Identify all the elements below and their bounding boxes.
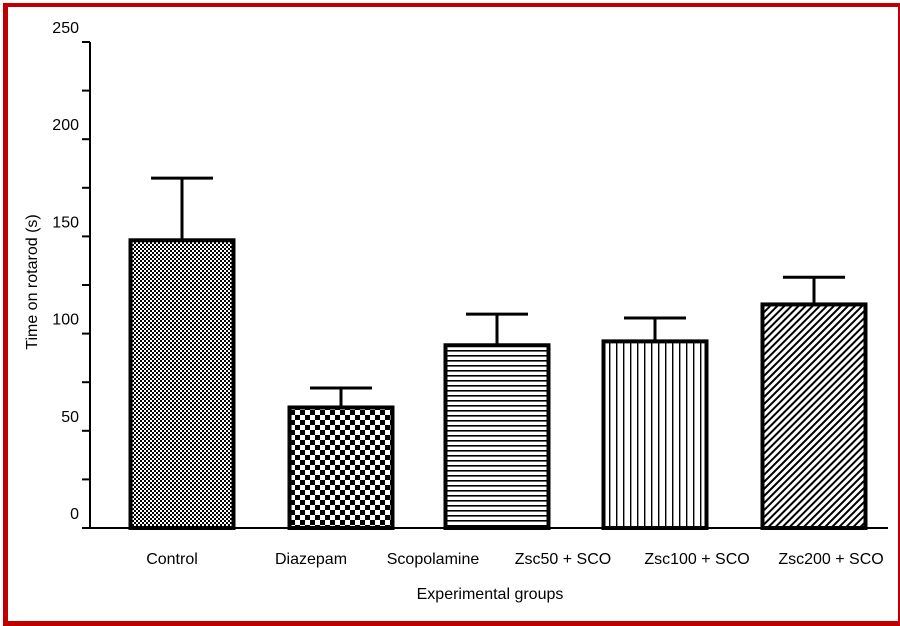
x-axis: Control Diazepam Scopolamine Zsc50 + SCO Zsc… — [90, 527, 888, 568]
y-tick-label: 0 — [70, 506, 79, 523]
x-tick-label: Zsc100 + SCO — [644, 551, 749, 568]
y-tick-label: 150 — [52, 214, 79, 231]
y-tick-label: 250 — [52, 20, 79, 37]
x-tick-label: Zsc50 + SCO — [515, 551, 611, 568]
bar — [443, 343, 551, 530]
bar — [760, 302, 868, 530]
y-tick-label: 200 — [52, 117, 79, 134]
bars — [128, 176, 868, 530]
bar — [128, 238, 236, 530]
y-tick-label: 100 — [52, 312, 79, 329]
x-tick-label: Zsc200 + SCO — [778, 551, 883, 568]
bar — [287, 405, 395, 530]
bar — [601, 339, 709, 530]
x-axis-title: Experimental groups — [417, 586, 564, 603]
x-tick-label: Control — [146, 551, 198, 568]
y-axis: 0 50 100 150 200 250 — [52, 20, 91, 529]
x-tick-label: Scopolamine — [387, 551, 480, 568]
y-tick-label: 50 — [61, 409, 79, 426]
x-tick-label: Diazepam — [275, 551, 347, 568]
y-axis-title: Time on rotarod (s) — [24, 214, 41, 349]
